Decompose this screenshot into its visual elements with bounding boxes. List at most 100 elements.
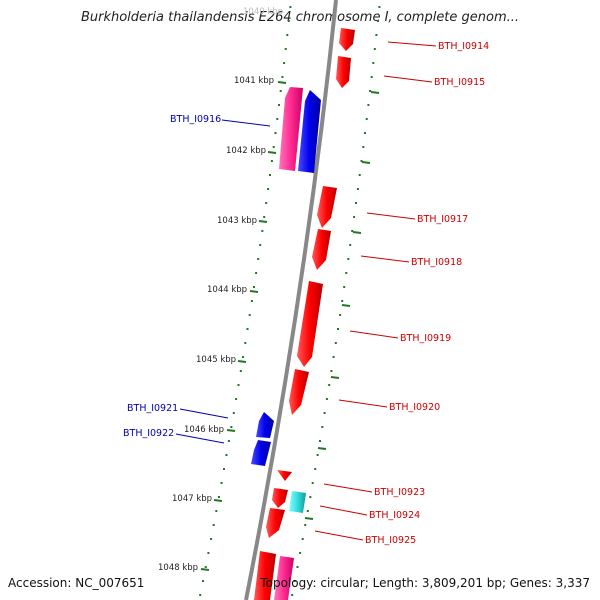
minor-tick-outer — [199, 594, 202, 596]
minor-tick-inner — [369, 90, 372, 92]
minor-tick-outer — [223, 468, 225, 470]
topology-label: Topology: circular; Length: 3,809,201 bp… — [260, 576, 590, 590]
gene-label-bth-i0924[interactable]: BTH_I0924 — [369, 510, 420, 521]
gene-arrow-bth-i0916-pink[interactable] — [279, 87, 303, 171]
minor-tick-outer — [278, 104, 280, 106]
leader-line — [383, 75, 433, 83]
gene-arrow-bth-i0925[interactable] — [266, 508, 285, 538]
gene-label-bth-i0916[interactable]: BTH_I0916 — [170, 114, 221, 125]
minor-tick-outer — [286, 34, 289, 36]
minor-tick-inner — [299, 552, 302, 554]
minor-tick-inner — [356, 188, 359, 190]
minor-tick-outer — [250, 300, 253, 302]
gene-label-bth-i0921[interactable]: BTH_I0921 — [127, 403, 178, 414]
minor-tick-inner — [330, 370, 333, 372]
inner-major-tick — [352, 231, 362, 234]
minor-tick-outer — [248, 314, 251, 316]
minor-tick-outer — [270, 160, 273, 162]
major-tick — [258, 220, 268, 223]
major-tick — [226, 429, 236, 432]
minor-tick-inner — [343, 286, 346, 288]
tick-label: 1048 kbp — [158, 563, 198, 573]
gene-arrow-bth-i0923[interactable] — [277, 470, 292, 481]
major-tick — [213, 499, 223, 502]
gene-arrow-bth-i0921[interactable] — [256, 412, 274, 438]
rna-feature-bth-i0924[interactable] — [289, 491, 306, 513]
gene-arrow-bth-i0918[interactable] — [312, 229, 331, 270]
leader-line — [319, 505, 368, 516]
gene-arrow-bottom-pink[interactable] — [274, 556, 294, 600]
minor-tick-outer — [230, 426, 233, 428]
minor-tick-outer — [274, 132, 277, 134]
minor-tick-inner — [351, 230, 354, 232]
gene-arrow-bottom-red[interactable] — [254, 551, 276, 600]
gene-label-bth-i0920[interactable]: BTH_I0920 — [389, 402, 440, 413]
minor-tick-inner — [314, 468, 317, 470]
minor-tick-inner — [319, 440, 321, 442]
inner-major-tick — [361, 161, 371, 164]
minor-tick-outer — [220, 482, 223, 484]
gene-label-bth-i0918[interactable]: BTH_I0918 — [411, 257, 462, 268]
leader-line — [366, 212, 416, 220]
gene-label-bth-i0915[interactable]: BTH_I0915 — [434, 77, 485, 88]
inner-major-tick — [341, 304, 351, 307]
minor-tick-inner — [372, 62, 375, 64]
leader-line — [360, 255, 410, 263]
gene-arrow-bth-i0920[interactable] — [289, 369, 309, 415]
minor-tick-inner — [345, 272, 348, 274]
gene-arrow-bth-i0915[interactable] — [336, 56, 351, 88]
leader-line — [221, 119, 271, 127]
minor-tick-inner — [332, 356, 335, 358]
minor-tick-inner — [353, 216, 356, 218]
minor-tick-inner — [360, 160, 363, 162]
tick-label-partial: 1040 kbp — [243, 7, 283, 17]
minor-tick-inner — [291, 594, 294, 596]
minor-tick-outer — [246, 328, 249, 330]
gene-arrow-bth-i0917[interactable] — [317, 186, 337, 228]
major-tick — [277, 81, 287, 84]
inner-major-tick — [370, 91, 380, 94]
minor-tick-inner — [362, 146, 365, 148]
gene-features — [251, 28, 355, 600]
major-tick — [237, 360, 247, 363]
leader-line — [175, 433, 225, 444]
gene-label-bth-i0925[interactable]: BTH_I0925 — [365, 535, 416, 546]
tick-label: 1042 kbp — [226, 146, 266, 156]
minor-tick-inner — [341, 300, 344, 302]
minor-tick-outer — [289, 6, 292, 8]
gene-arrow-bth-i0914[interactable] — [339, 28, 355, 51]
minor-tick-inner — [367, 104, 370, 106]
minor-tick-outer — [232, 412, 235, 414]
gene-label-bth-i0917[interactable]: BTH_I0917 — [417, 214, 468, 225]
minor-tick-outer — [215, 510, 218, 512]
minor-tick-inner — [304, 524, 307, 526]
minor-tick-outer — [261, 230, 264, 232]
gene-labels: BTH_I0914 BTH_I0915 BTH_I0916 BTH_I0917 … — [123, 41, 489, 546]
tick-label: 1043 kbp — [217, 216, 257, 226]
gene-label-bth-i0919[interactable]: BTH_I0919 — [400, 333, 451, 344]
minor-tick-outer — [235, 398, 238, 400]
minor-tick-outer — [279, 90, 282, 92]
minor-tick-inner — [316, 454, 319, 456]
inner-major-tick — [304, 517, 314, 520]
gene-label-bth-i0914[interactable]: BTH_I0914 — [438, 41, 489, 52]
minor-tick-outer — [283, 62, 286, 64]
chromosome-backbone — [244, 0, 338, 600]
minor-tick-outer — [253, 286, 255, 288]
minor-tick-inner — [375, 34, 378, 36]
gene-label-bth-i0922[interactable]: BTH_I0922 — [123, 428, 174, 439]
gene-arrow-bth-i0916[interactable] — [298, 90, 321, 173]
inner-major-tick — [317, 447, 327, 450]
minor-tick-outer — [237, 384, 240, 386]
gene-arrow-bth-i0919[interactable] — [297, 281, 323, 367]
gene-arrow-bth-i0924[interactable] — [272, 488, 288, 508]
minor-tick-inner — [337, 328, 339, 330]
gene-arrow-bth-i0922[interactable] — [251, 440, 271, 466]
major-tick — [200, 568, 210, 571]
tick-label: 1041 kbp — [234, 76, 274, 86]
minor-tick-outer — [284, 48, 287, 50]
inner-major-tick — [330, 376, 340, 379]
minor-tick-outer — [276, 118, 279, 120]
gene-label-bth-i0923[interactable]: BTH_I0923 — [374, 487, 425, 498]
